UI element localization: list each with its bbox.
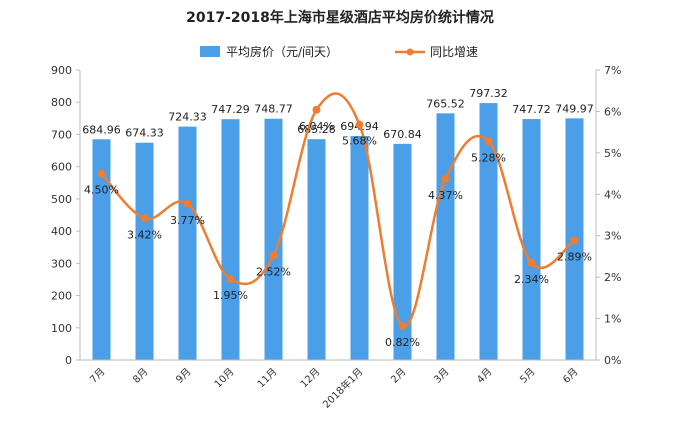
- left-tick-label: 0: [65, 354, 72, 367]
- x-tick-label: 10月: [212, 366, 237, 391]
- x-tick-label: 8月: [131, 366, 151, 386]
- left-tick-label: 800: [51, 96, 72, 109]
- line-point: [570, 236, 579, 245]
- right-tick-label: 7%: [604, 64, 621, 77]
- line-value-label: 5.28%: [471, 151, 506, 164]
- legend: 平均房价（元/间天） 同比增速: [200, 44, 478, 59]
- line-point: [355, 120, 364, 129]
- line-value-label: 2.52%: [256, 266, 291, 279]
- bar-value-label: 765.52: [426, 97, 465, 110]
- right-tick-label: 4%: [604, 188, 621, 201]
- right-axis: 0% 1% 2% 3% 4% 5% 6% 7%: [595, 64, 621, 367]
- line-value-label: 0.82%: [385, 336, 420, 349]
- x-tick-label: 4月: [475, 366, 495, 386]
- left-tick-label: 200: [51, 290, 72, 303]
- bar: [479, 103, 498, 360]
- line-value-label: 6.04%: [299, 120, 334, 133]
- line-labels: 4.50% 3.42% 3.77% 1.95% 2.52% 6.04% 5.68% 0.82%…: [84, 120, 592, 349]
- bar: [92, 139, 111, 360]
- line-point: [484, 137, 493, 146]
- bar-labels: 684.96674.33724.33747.29748.77685.28694.…: [82, 87, 594, 141]
- left-tick-label: 400: [51, 225, 72, 238]
- line-series: [97, 92, 579, 331]
- bar-value-label: 747.72: [512, 103, 551, 116]
- x-tick-label: 11月: [255, 366, 280, 391]
- bar: [221, 119, 240, 360]
- left-tick-label: 500: [51, 193, 72, 206]
- bar-value-label: 797.32: [469, 87, 508, 100]
- line-value-label: 1.95%: [213, 289, 248, 302]
- legend-bar-label: 平均房价（元/间天）: [226, 44, 338, 59]
- right-tick-label: 5%: [604, 147, 621, 160]
- left-tick-label: 700: [51, 128, 72, 141]
- line-point: [312, 105, 321, 114]
- line-value-label: 4.37%: [428, 189, 463, 202]
- bar-value-label: 684.96: [82, 123, 121, 136]
- line-point: [183, 199, 192, 208]
- legend-line-marker: [406, 48, 414, 56]
- left-tick-label: 900: [51, 64, 72, 77]
- line-value-label: 5.68%: [342, 135, 377, 148]
- line-point: [527, 259, 536, 268]
- line-point: [398, 322, 407, 331]
- right-tick-label: 6%: [604, 105, 621, 118]
- line-point: [140, 214, 149, 223]
- bar: [522, 119, 541, 361]
- bar: [135, 142, 154, 360]
- x-tick-label: 7月: [88, 366, 108, 386]
- bar: [393, 143, 412, 360]
- bar: [264, 118, 283, 360]
- line-value-label: 4.50%: [84, 184, 119, 197]
- growth-line: [100, 92, 576, 328]
- left-tick-label: 600: [51, 161, 72, 174]
- line-point: [97, 169, 106, 178]
- bar-value-label: 749.97: [555, 102, 594, 115]
- line-point: [269, 251, 278, 260]
- x-tick-label: 5月: [518, 366, 538, 386]
- bar: [436, 113, 455, 360]
- x-tick-label: 2018年1月: [320, 365, 366, 411]
- bar-value-label: 724.33: [168, 111, 207, 124]
- chart-title: 2017-2018年上海市星级酒店平均房价统计情况: [186, 9, 494, 26]
- bar: [350, 136, 369, 360]
- left-axis: 0 100 200 300 400 500 600 700 800 900: [51, 64, 81, 367]
- line-value-label: 2.34%: [514, 273, 549, 286]
- bar-value-label: 748.77: [254, 103, 293, 116]
- line-point: [226, 275, 235, 284]
- line-point: [441, 174, 450, 183]
- bar-value-label: 674.33: [125, 127, 164, 140]
- bar: [178, 126, 197, 361]
- line-value-label: 2.89%: [557, 250, 592, 263]
- left-tick-label: 100: [51, 322, 72, 335]
- legend-bar-swatch: [200, 46, 220, 57]
- x-tick-label: 2月: [389, 366, 409, 386]
- x-tick-label: 6月: [561, 366, 581, 386]
- line-value-label: 3.42%: [127, 228, 162, 241]
- right-tick-label: 1%: [604, 313, 621, 326]
- x-tick-label: 3月: [432, 366, 452, 386]
- x-tick-label: 12月: [298, 366, 323, 391]
- right-tick-label: 0%: [604, 354, 621, 367]
- bar-series: [92, 103, 584, 361]
- line-value-label: 3.77%: [170, 214, 205, 227]
- bar: [307, 139, 326, 360]
- right-tick-label: 3%: [604, 230, 621, 243]
- legend-line-label: 同比增速: [430, 45, 478, 59]
- bar-value-label: 670.84: [383, 128, 422, 141]
- bar-value-label: 747.29: [211, 103, 250, 116]
- left-tick-label: 300: [51, 257, 72, 270]
- right-tick-label: 2%: [604, 271, 621, 284]
- x-tick-label: 9月: [174, 366, 194, 386]
